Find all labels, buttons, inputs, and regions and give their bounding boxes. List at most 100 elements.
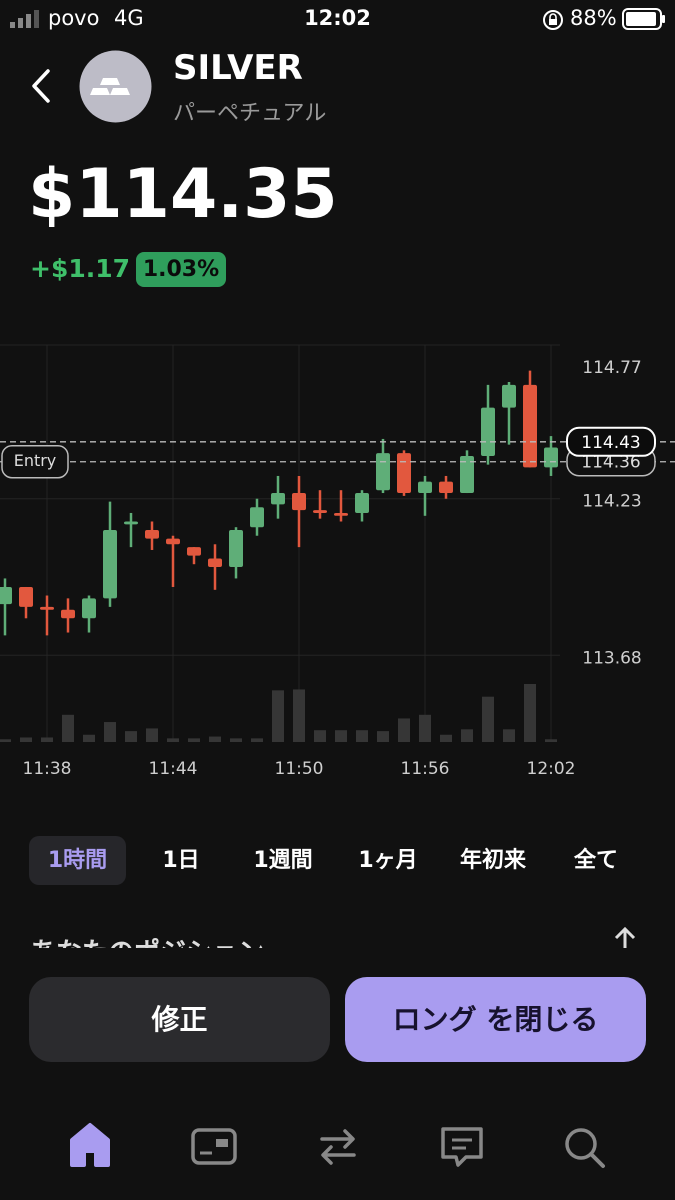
- volume-bar: [482, 696, 494, 742]
- edit-button[interactable]: 修正: [29, 977, 330, 1062]
- y-tick-label: 114.23: [582, 492, 641, 512]
- nav-search[interactable]: [565, 1128, 605, 1168]
- candle-body: [187, 547, 201, 556]
- candle-body: [19, 586, 33, 607]
- lock-icon: [543, 10, 563, 30]
- candle-body: [481, 407, 495, 457]
- candle-body: [502, 384, 516, 408]
- candle-body: [460, 456, 474, 494]
- nav-home[interactable]: [70, 1123, 110, 1167]
- range-tab[interactable]: 1週間: [253, 848, 313, 873]
- volume-bar: [314, 730, 326, 742]
- candle-body: [292, 493, 306, 511]
- candle-body: [313, 510, 327, 513]
- entry-price-label: 114.36: [581, 453, 640, 473]
- range-tab[interactable]: 全て: [573, 848, 618, 873]
- section-title: あなたのポジション: [30, 932, 430, 948]
- volume-bar: [398, 718, 410, 742]
- candle-body: [250, 507, 264, 528]
- bottom-nav: [70, 1123, 605, 1168]
- volume-bar: [230, 738, 242, 742]
- candle-body: [124, 521, 138, 525]
- volume-bar: [272, 690, 284, 742]
- range-tab[interactable]: 年初来: [459, 848, 526, 873]
- signal-icon: [10, 10, 39, 28]
- x-tick-label: 11:44: [149, 759, 198, 779]
- candle-body: [40, 606, 54, 610]
- candle-body: [397, 453, 411, 494]
- volume-bar: [167, 738, 179, 742]
- volume-bar: [461, 729, 473, 742]
- volume-bar: [524, 684, 536, 742]
- x-tick-label: 11:38: [23, 759, 72, 779]
- battery-icon: [622, 8, 665, 30]
- candle-body: [0, 586, 12, 605]
- candle-body: [271, 493, 285, 505]
- volume-bar: [83, 734, 95, 742]
- battery-text: 88%: [570, 6, 617, 30]
- volume-bar: [293, 689, 305, 742]
- candle-body: [82, 598, 96, 619]
- candle-body: [229, 530, 243, 568]
- volume-bar: [335, 730, 347, 742]
- volume-bar: [356, 730, 368, 742]
- candle-body: [523, 384, 537, 468]
- candle-body: [439, 481, 453, 494]
- range-tab[interactable]: 1ヶ月: [358, 848, 418, 873]
- y-tick-label: 113.68: [582, 648, 641, 668]
- close-long-button[interactable]: ロング を閉じる: [345, 977, 646, 1062]
- candle-body: [103, 530, 117, 599]
- candle-body: [145, 530, 159, 539]
- volume-bar: [62, 714, 74, 742]
- share-icon[interactable]: [608, 926, 642, 948]
- volume-bar: [503, 729, 515, 742]
- volume-bar: [104, 722, 116, 742]
- entry-label-box: [1, 444, 69, 479]
- volume-bar: [41, 737, 53, 742]
- volume-bar: [146, 728, 158, 742]
- volume-bar: [377, 731, 389, 742]
- candle-body: [166, 538, 180, 545]
- candle-body: [376, 453, 390, 491]
- asset-title: SILVER: [173, 48, 303, 88]
- nav-trade[interactable]: [320, 1129, 356, 1165]
- current-price-box: [566, 426, 656, 457]
- carrier: povo: [48, 6, 100, 30]
- y-tick-label: 114.77: [582, 358, 641, 378]
- price-chart: 11:38 11:44 11:50 11:56 12:02 114.77 114.23 113…: [0, 344, 675, 779]
- range-tab[interactable]: 1時間: [29, 836, 126, 885]
- nav-chat[interactable]: [441, 1127, 483, 1167]
- x-tick-label: 12:02: [527, 759, 576, 779]
- volume-bar: [20, 737, 32, 742]
- entry-label: Entry: [14, 451, 57, 470]
- candle-body: [355, 493, 369, 513]
- x-tick-label: 11:50: [275, 759, 324, 779]
- volume-bar: [251, 738, 263, 742]
- change-percent-badge: 1.03%: [136, 252, 226, 287]
- current-price-label: 114.43: [581, 433, 640, 453]
- volume-bar: [545, 739, 557, 742]
- section-clip: あなたのポジション: [30, 928, 430, 948]
- asset-icon: [79, 50, 152, 123]
- candle-body: [334, 512, 348, 516]
- nav-wallet[interactable]: [191, 1128, 237, 1165]
- asset-subtitle: パーペチュアル: [173, 101, 327, 126]
- candle-body: [208, 558, 222, 568]
- volume-bar: [419, 714, 431, 742]
- volume-bar: [209, 736, 221, 742]
- candle-body: [418, 481, 432, 494]
- volume-bar: [0, 739, 11, 742]
- price-change: +$1.17: [30, 254, 131, 283]
- range-tab[interactable]: 1日: [162, 848, 200, 873]
- clock: 12:02: [304, 6, 371, 30]
- x-tick-label: 11:56: [401, 759, 450, 779]
- volume-bar: [440, 734, 452, 742]
- price: $114.35: [28, 155, 338, 234]
- volume-bar: [125, 731, 137, 742]
- candle-body: [544, 447, 558, 468]
- network: 4G: [114, 6, 144, 30]
- candle-body: [61, 609, 75, 619]
- back-button[interactable]: [28, 68, 56, 104]
- volume-bar: [188, 738, 200, 742]
